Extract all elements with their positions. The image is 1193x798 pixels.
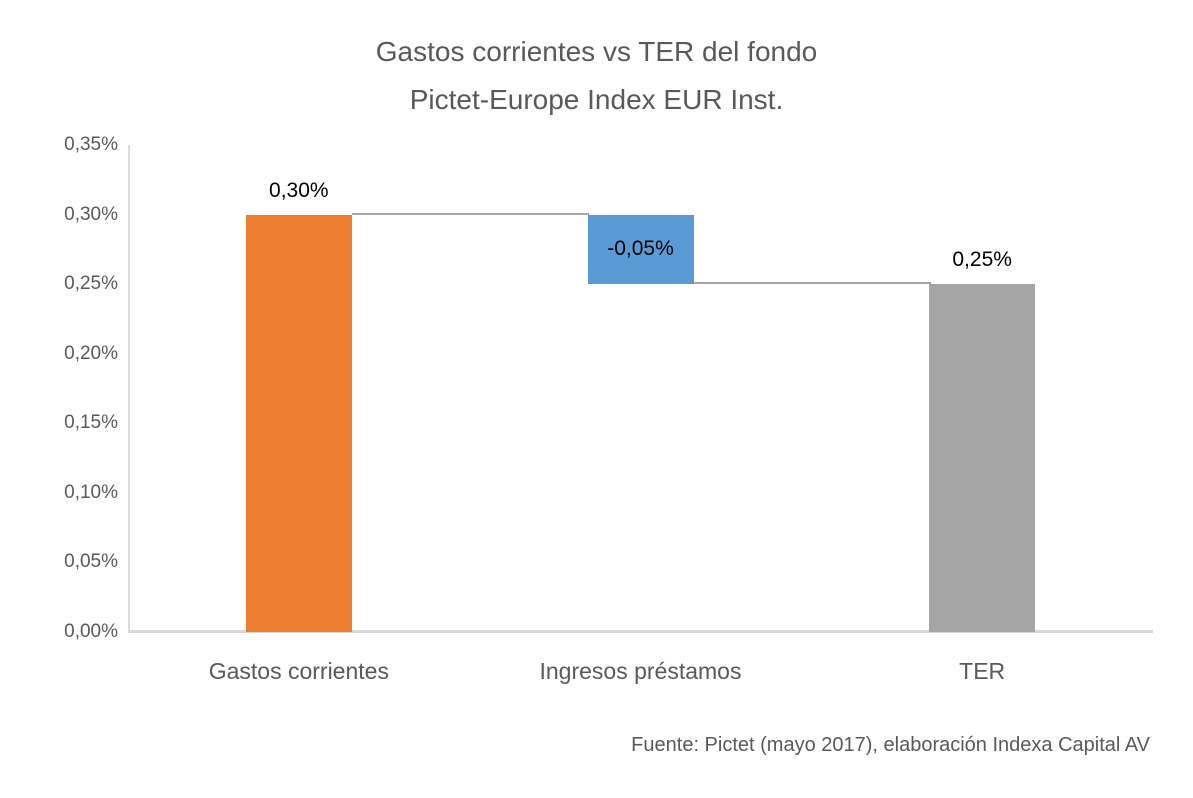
data-label-gastos-corrientes: 0,30% [269,178,329,202]
y-tick-label-0-25: 0,25% [64,273,118,295]
y-axis-line [128,145,130,632]
data-label-ingresos-prestamos: -0,05% [607,237,674,261]
y-tick-label-0-00: 0,00% [64,621,118,642]
y-tick-label-0-20: 0,20% [64,342,118,364]
chart-title-line2: Pictet-Europe Index EUR Inst. [409,84,784,115]
connector-line-2 [693,282,932,285]
chart-title-line1: Gastos corrientes vs TER del fondo [375,36,818,67]
category-label-ingresos-prestamos: Ingresos préstamos [539,658,742,684]
connector-line-1 [351,212,590,215]
y-tick-label-0-05: 0,05% [64,551,118,573]
y-tick-label-0-15: 0,15% [64,412,118,434]
category-label-ter: TER [959,658,1006,684]
source-note: Fuente: Pictet (mayo 2017), elaboración … [631,734,1150,756]
category-label-gastos-corrientes: Gastos corrientes [208,658,389,684]
chart-title: Gastos corrientes vs TER del fondo Picte… [0,28,1193,124]
bar-gastos-corrientes [245,214,352,632]
bar-ter [929,284,1036,632]
y-tick-label-0-10: 0,10% [64,481,118,503]
y-tick-label-0-30: 0,30% [64,203,118,225]
x-axis-line [128,630,1153,633]
data-label-ter: 0,25% [952,248,1012,272]
bar-ingresos-prestamos [587,214,694,285]
y-tick-label-0-35: 0,35% [64,134,118,155]
